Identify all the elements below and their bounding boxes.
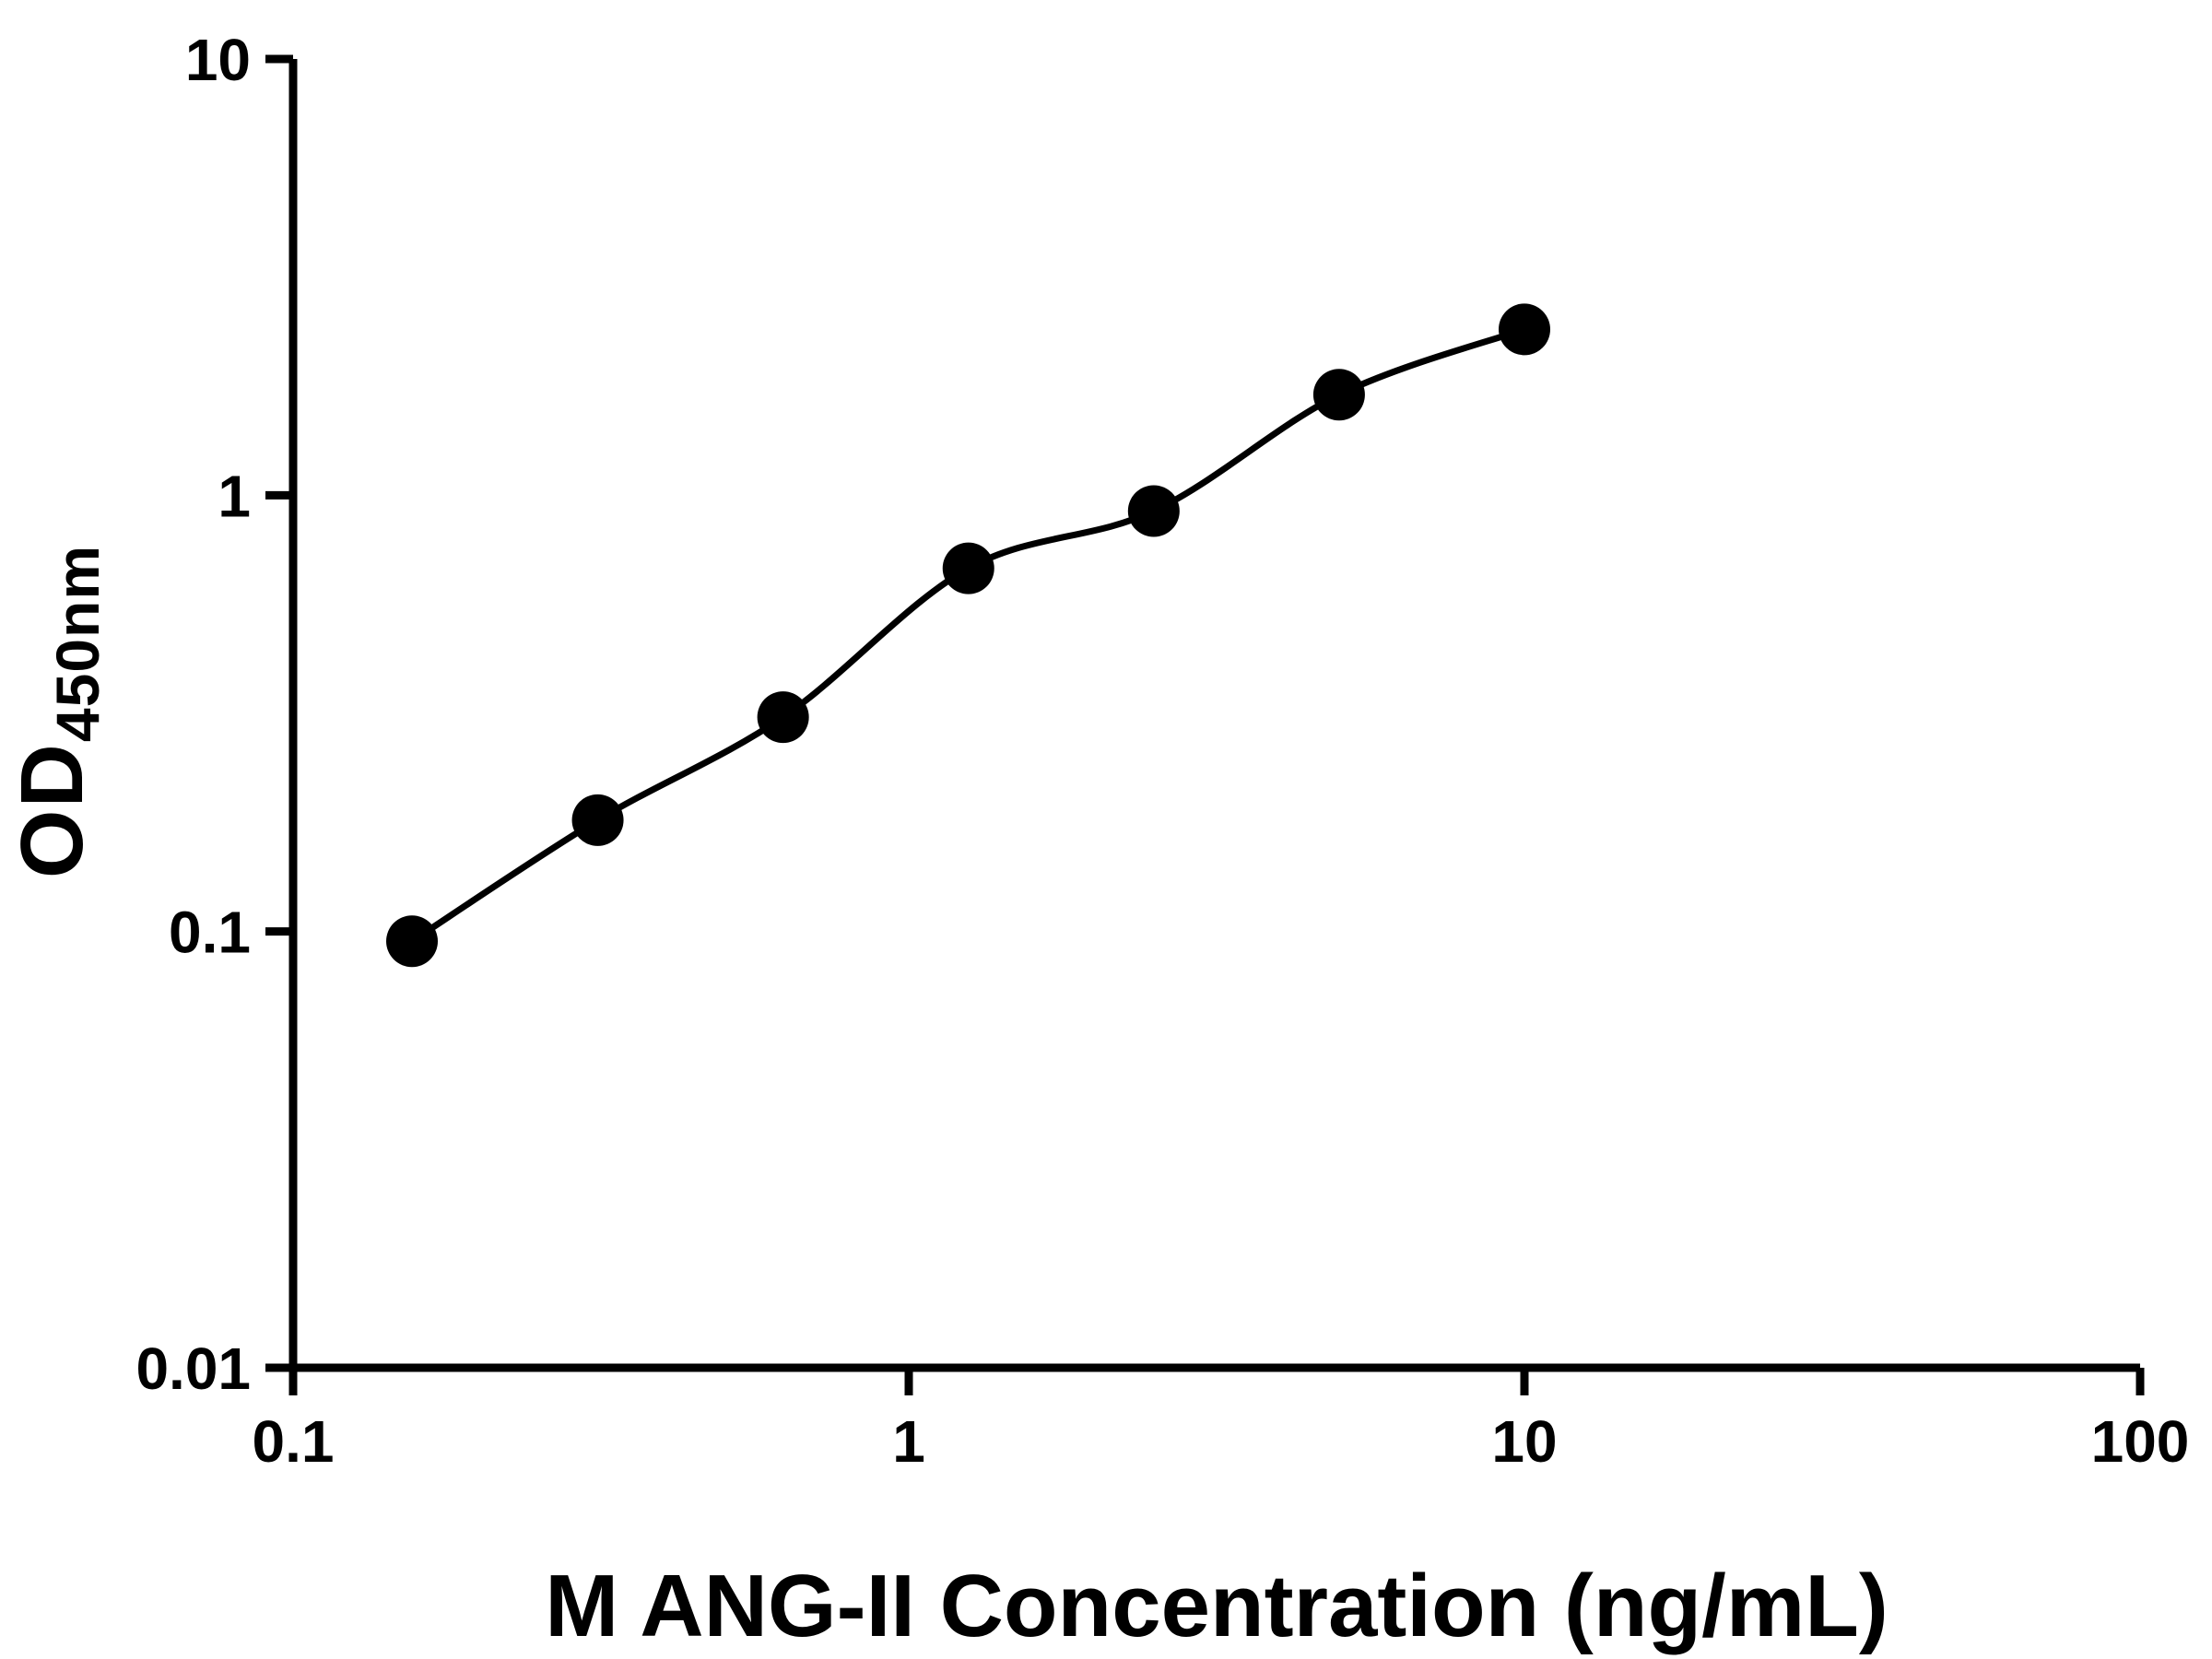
data-point (386, 915, 439, 968)
x-tick-label: 1 (892, 1408, 925, 1475)
y-axis-title: OD450nm (2, 545, 112, 878)
data-point (1127, 485, 1180, 537)
y-tick-label: 0.1 (169, 900, 251, 966)
x-tick-label: 10 (1491, 1408, 1557, 1475)
y-axis-title-main: OD (3, 742, 101, 879)
y-tick-label: 1 (218, 463, 251, 529)
y-tick-label: 10 (185, 27, 251, 93)
data-point (942, 542, 994, 594)
x-tick-label: 100 (2091, 1408, 2190, 1475)
fit-curve (408, 325, 1528, 945)
data-point (571, 794, 624, 846)
data-point (757, 691, 809, 744)
x-tick-label: 0.1 (253, 1408, 335, 1475)
data-point (1312, 369, 1365, 421)
data-point (1499, 303, 1550, 356)
x-axis-title: M ANG-II Concentration (ng/mL) (545, 1557, 1888, 1655)
y-axis-title-subscript: 450nm (43, 544, 112, 743)
y-tick-label: 0.01 (135, 1335, 251, 1402)
